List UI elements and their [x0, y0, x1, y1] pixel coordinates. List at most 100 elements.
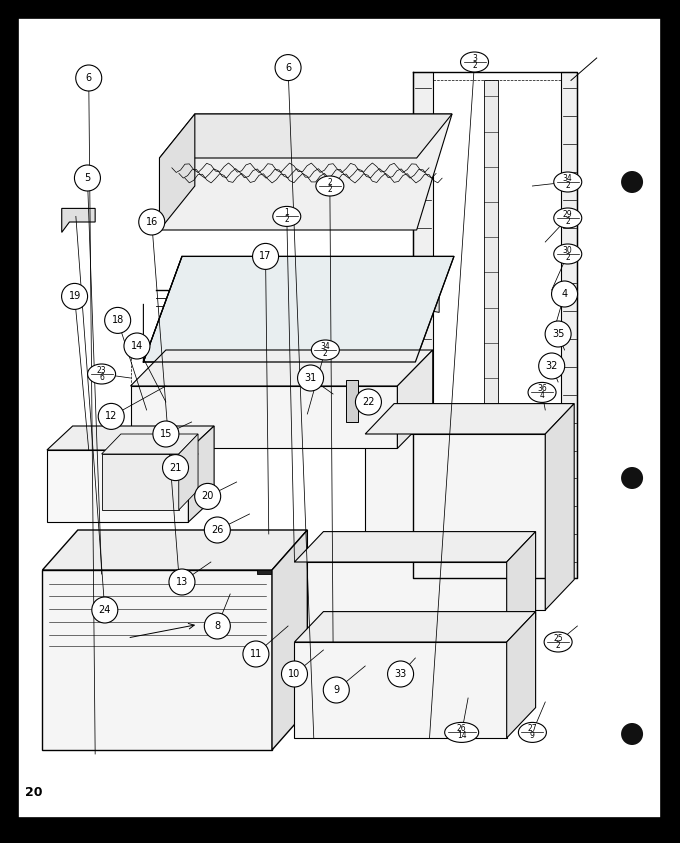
Text: 24: 24 — [99, 605, 111, 615]
Text: 14: 14 — [457, 732, 466, 740]
Polygon shape — [561, 72, 577, 578]
Text: 34: 34 — [563, 174, 573, 183]
Ellipse shape — [544, 632, 572, 652]
Circle shape — [323, 677, 350, 703]
Polygon shape — [365, 404, 574, 434]
Text: 2: 2 — [565, 253, 570, 262]
Text: 2: 2 — [328, 178, 333, 187]
Polygon shape — [42, 570, 272, 750]
Text: 32: 32 — [545, 361, 558, 371]
Text: 10: 10 — [288, 669, 301, 679]
Circle shape — [92, 597, 118, 623]
Circle shape — [153, 421, 179, 447]
Circle shape — [252, 244, 279, 270]
Ellipse shape — [554, 172, 582, 192]
Text: 20: 20 — [25, 786, 43, 799]
Text: 2: 2 — [565, 181, 570, 190]
Polygon shape — [272, 530, 307, 750]
Text: 20: 20 — [201, 491, 214, 502]
Text: 21: 21 — [169, 463, 182, 473]
Text: 19: 19 — [69, 292, 81, 302]
Polygon shape — [294, 612, 536, 642]
Text: 25: 25 — [554, 634, 563, 643]
Polygon shape — [294, 642, 507, 738]
Circle shape — [621, 171, 643, 193]
Polygon shape — [346, 379, 358, 422]
Text: 33: 33 — [394, 669, 407, 679]
Ellipse shape — [311, 340, 339, 360]
Ellipse shape — [273, 207, 301, 227]
Polygon shape — [397, 350, 432, 448]
Polygon shape — [507, 532, 536, 650]
Polygon shape — [47, 450, 188, 522]
Text: 2: 2 — [284, 216, 289, 224]
Circle shape — [243, 641, 269, 667]
Ellipse shape — [316, 176, 344, 196]
Polygon shape — [251, 530, 283, 558]
Polygon shape — [159, 114, 195, 230]
Ellipse shape — [460, 52, 488, 72]
Text: 12: 12 — [105, 411, 118, 422]
Text: 6: 6 — [86, 73, 92, 83]
Polygon shape — [159, 114, 452, 158]
Polygon shape — [507, 612, 536, 738]
Circle shape — [62, 283, 88, 309]
Text: 30: 30 — [563, 246, 573, 255]
Text: 26: 26 — [457, 724, 466, 733]
Polygon shape — [131, 350, 432, 386]
Text: 16: 16 — [146, 217, 158, 227]
Text: 15: 15 — [160, 429, 172, 439]
Polygon shape — [62, 208, 95, 233]
Polygon shape — [188, 426, 214, 522]
Text: 22: 22 — [362, 397, 375, 407]
Circle shape — [204, 613, 231, 639]
Ellipse shape — [554, 244, 582, 264]
Polygon shape — [131, 386, 397, 448]
Circle shape — [98, 404, 124, 429]
Text: 9: 9 — [530, 732, 535, 740]
Text: 13: 13 — [176, 577, 188, 587]
Ellipse shape — [518, 722, 547, 743]
Text: 9: 9 — [333, 685, 339, 695]
Text: 2: 2 — [565, 217, 570, 226]
Polygon shape — [413, 72, 432, 578]
Text: 26: 26 — [211, 525, 224, 535]
Text: 14: 14 — [131, 341, 143, 351]
Text: 3: 3 — [472, 54, 477, 63]
Text: 11: 11 — [250, 649, 262, 659]
Text: 34: 34 — [320, 342, 330, 351]
Polygon shape — [159, 114, 452, 230]
Text: 8: 8 — [214, 621, 220, 631]
Circle shape — [388, 661, 413, 687]
Polygon shape — [365, 434, 545, 610]
Polygon shape — [101, 434, 198, 454]
Polygon shape — [484, 80, 498, 570]
Text: 36: 36 — [537, 384, 547, 394]
Text: 1: 1 — [284, 208, 289, 217]
Ellipse shape — [88, 364, 116, 384]
Circle shape — [275, 55, 301, 81]
Circle shape — [621, 467, 643, 489]
Text: 31: 31 — [305, 373, 317, 383]
Circle shape — [139, 209, 165, 235]
Circle shape — [621, 723, 643, 745]
Text: 6: 6 — [99, 373, 104, 382]
Circle shape — [105, 308, 131, 333]
Text: 2: 2 — [328, 185, 333, 194]
Circle shape — [298, 365, 324, 391]
Circle shape — [539, 353, 564, 379]
Circle shape — [282, 661, 307, 687]
Ellipse shape — [528, 383, 556, 402]
Circle shape — [551, 281, 577, 307]
Polygon shape — [294, 532, 536, 562]
Text: 27: 27 — [528, 724, 537, 733]
Polygon shape — [257, 562, 277, 574]
Circle shape — [356, 389, 381, 415]
Ellipse shape — [554, 208, 582, 228]
Text: 2: 2 — [556, 641, 560, 650]
Circle shape — [124, 333, 150, 359]
Circle shape — [74, 165, 101, 191]
Polygon shape — [143, 256, 454, 362]
Text: 29: 29 — [563, 210, 573, 219]
Polygon shape — [47, 426, 214, 450]
